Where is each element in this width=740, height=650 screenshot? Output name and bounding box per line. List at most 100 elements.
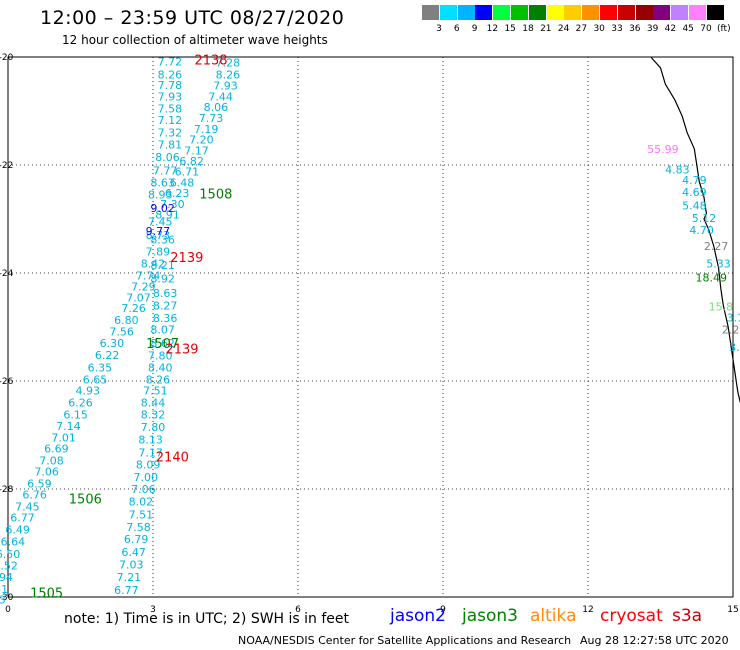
wave-height-value: 8.73 <box>146 229 171 242</box>
wave-height-value: 6.35 <box>88 362 113 375</box>
scale-label: 33 <box>611 24 623 34</box>
footer-note: note: 1) Time is in UTC; 2) SWH is in fe… <box>64 611 350 627</box>
wave-height-value: 8.06 <box>204 101 229 114</box>
scale-label: 12 <box>486 24 499 34</box>
wave-height-value: 7.14 <box>56 420 81 433</box>
wave-height-value: 7.07 <box>126 291 151 304</box>
wave-height-value: 6.77 <box>114 584 139 597</box>
wave-height-value: 7.81 <box>158 138 183 151</box>
scale-label: 6 <box>453 24 460 34</box>
wave-height-value: 6.69 <box>44 443 69 456</box>
wave-height-value: 6.82 <box>179 155 204 168</box>
lon-tick-label: 6 <box>295 605 301 615</box>
wave-height-value: 7.17 <box>138 446 163 459</box>
map-title: 12:00 – 23:59 UTC 08/27/2020 <box>40 7 345 29</box>
scale-swatch <box>511 5 528 20</box>
scale-label: 36 <box>629 24 641 34</box>
scale-swatch <box>475 5 493 20</box>
wave-height-value: 8.63 <box>150 176 175 189</box>
wave-height-value: 7.06 <box>131 483 156 496</box>
pass-label: 1505 <box>30 587 63 602</box>
wave-height-value: 8.44 <box>141 397 166 410</box>
wave-height-value: 8.07 <box>150 324 175 337</box>
credit-line: NOAA/NESDIS Center for Satellite Applica… <box>238 634 572 647</box>
wave-height-value: 5.48 <box>682 200 707 213</box>
wave-height-value: 7.21 <box>117 571 142 584</box>
wave-height-value: 7.80 <box>148 350 173 363</box>
wave-height-value: 8.06 <box>155 151 180 164</box>
wave-height-value: 7.26 <box>121 302 146 315</box>
wave-height-value: 7.28 <box>216 56 241 69</box>
wave-height-value: 6.49 <box>5 524 30 537</box>
scale-label: 45 <box>682 24 694 34</box>
scale-label: 9 <box>471 24 478 34</box>
legend-jason3: jason3 <box>462 606 518 626</box>
wave-height-value: 7.06 <box>34 466 59 479</box>
wave-height-value: 7.58 <box>126 521 151 534</box>
scale-swatch <box>653 5 671 20</box>
wave-height-value: 8.62 <box>150 337 175 350</box>
scale-swatch <box>564 5 582 20</box>
wave-height-value: 9.02 <box>150 202 175 215</box>
wave-height-value: 7.08 <box>39 454 64 467</box>
wave-height-value: 8.26 <box>158 68 183 81</box>
wave-height-value: 7.29 <box>131 281 156 294</box>
lon-tick-label: 12 <box>582 605 593 615</box>
wave-height-value: 6.77 <box>10 512 35 525</box>
lat-tick-label: -30 <box>0 593 14 603</box>
wave-height-value: 6.76 <box>22 488 47 501</box>
wave-height-value: 6.79 <box>124 533 149 546</box>
wave-height-value: 7.56 <box>109 325 134 338</box>
scale-label: 15 <box>504 24 516 34</box>
wave-height-value: 7.77 <box>153 164 178 177</box>
lon-tick-label: 3 <box>150 605 156 615</box>
wave-height-value: 8.09 <box>136 459 161 472</box>
map-subtitle: 12 hour collection of altimeter wave hei… <box>62 33 328 47</box>
wave-height-value: 7.03 <box>119 559 144 572</box>
wave-height-value: 7.73 <box>199 112 224 125</box>
wave-height-value: 8.91 <box>155 209 180 222</box>
wave-height-value: 7.44 <box>208 90 233 103</box>
wave-height-value: 15.8 <box>709 300 734 313</box>
pass-label: 2139 <box>170 251 203 266</box>
scale-swatch <box>635 5 653 20</box>
scale-label: 18 <box>522 24 534 34</box>
wave-height-value: 2.2 <box>722 324 740 337</box>
scale-swatch <box>600 5 617 20</box>
scale-swatch <box>422 5 439 20</box>
scale-label: 21 <box>540 24 552 34</box>
wave-height-value: 7.12 <box>158 114 183 127</box>
wave-height-value: 4.70 <box>689 224 714 237</box>
lat-tick-label: -24 <box>0 269 14 279</box>
wave-height-value: 7.58 <box>158 102 183 115</box>
lat-tick-label: -26 <box>0 377 14 387</box>
scale-swatch <box>439 5 457 20</box>
scale-swatch <box>528 5 546 20</box>
wave-height-value: 6.30 <box>100 337 125 350</box>
scale-swatch <box>706 5 724 20</box>
wave-height-value: 7.17 <box>184 144 209 157</box>
wave-height-value: 6.22 <box>95 349 120 362</box>
wave-height-color-scale: 3 6 9 12 15 18 21 24 27 30 33 36 39 42 45 70 (ft) <box>422 5 732 35</box>
wave-height-value: 8.27 <box>153 299 178 312</box>
coastline <box>650 56 740 403</box>
pass-label: 1508 <box>199 188 232 203</box>
wave-height-value: 8.26 <box>216 68 241 81</box>
scale-label: 3 <box>436 24 442 34</box>
wave-height-value: 7.72 <box>158 55 183 68</box>
wave-height-value: 6.23 <box>165 187 190 200</box>
scale-swatch <box>546 5 564 20</box>
wave-height-value: 2.27 <box>704 240 729 253</box>
scale-swatch <box>493 5 511 20</box>
wave-height-value: 7.93 <box>158 90 183 103</box>
wave-height-value: 6.26 <box>68 397 93 410</box>
legend-s3a: s3a <box>672 606 703 626</box>
pass-label: 1507 <box>146 337 179 352</box>
wave-height-value: 7.80 <box>141 421 166 434</box>
wave-height-value: 7.45 <box>15 500 40 513</box>
wave-height-value: 7.51 <box>143 385 168 398</box>
wave-height-value: 6.71 <box>175 165 200 178</box>
wave-height-value: 55.99 <box>647 143 679 156</box>
scale-label: 27 <box>575 24 588 34</box>
wave-height-value: 4.79 <box>682 174 707 187</box>
